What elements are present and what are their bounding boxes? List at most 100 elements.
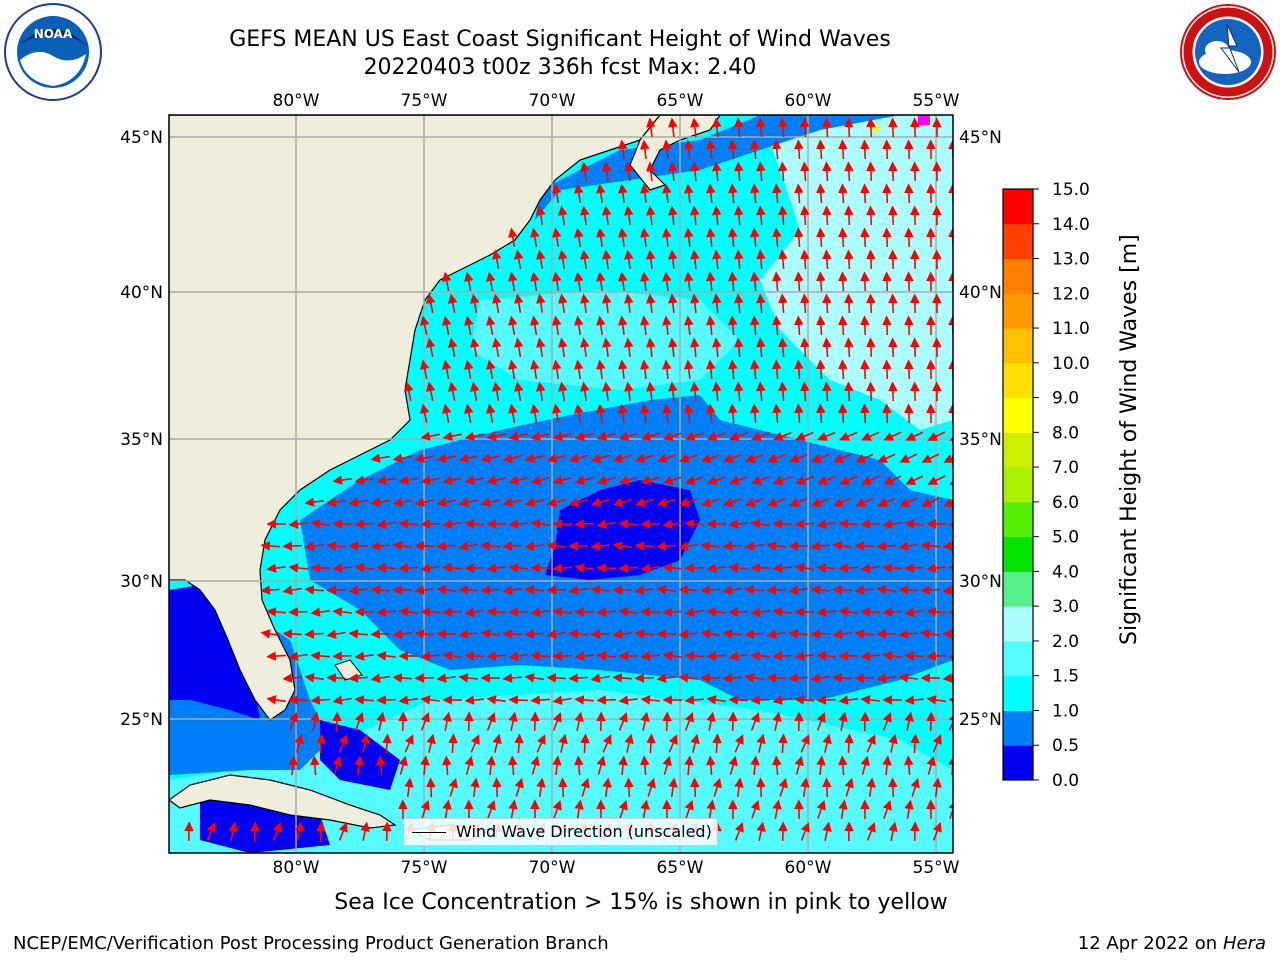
wind-wave-direction-arrow	[861, 431, 880, 441]
wind-wave-direction-arrow	[767, 453, 786, 463]
wind-wave-direction-arrow	[530, 711, 540, 732]
colorbar-tick-label: 6.0	[1052, 493, 1079, 513]
wind-wave-direction-arrow	[750, 695, 770, 705]
wind-wave-direction-arrow	[838, 519, 858, 529]
wind-wave-direction-arrow	[876, 673, 896, 683]
wind-wave-direction-arrow	[398, 475, 418, 485]
wind-wave-direction-arrow	[668, 117, 678, 137]
wind-wave-direction-arrow	[926, 651, 946, 661]
wind-wave-direction-arrow	[442, 755, 452, 776]
wind-wave-direction-arrow	[778, 337, 788, 358]
wind-wave-direction-arrow	[684, 799, 694, 819]
wind-wave-direction-arrow	[904, 799, 914, 820]
wind-wave-direction-arrow	[618, 183, 628, 204]
wind-wave-direction-arrow	[558, 293, 568, 314]
wind-wave-direction-arrow	[882, 563, 902, 573]
colorbar-tick-label: 5.0	[1052, 528, 1079, 548]
wind-wave-direction-arrow	[260, 541, 280, 551]
wind-wave-direction-arrow	[932, 822, 942, 841]
colorbar-tick-label: 12.0	[1052, 284, 1090, 304]
colorbar-tick-label: 10.0	[1052, 354, 1090, 374]
wind-wave-direction-arrow	[282, 629, 302, 639]
wind-wave-direction-arrow	[822, 337, 832, 358]
wind-wave-direction-arrow	[414, 453, 434, 463]
lon-tick-label: 60°W	[785, 91, 832, 111]
wind-wave-direction-arrow	[646, 161, 656, 181]
wind-wave-direction-arrow	[926, 563, 946, 573]
footer-date: 12 Apr 2022 on Hera	[1077, 933, 1266, 954]
wind-wave-direction-arrow	[860, 315, 870, 336]
colorbar-tick-label: 0.5	[1052, 736, 1079, 756]
wind-wave-direction-arrow	[866, 293, 876, 314]
wind-wave-direction-arrow	[794, 271, 804, 292]
wind-wave-direction-arrow	[910, 161, 920, 182]
wind-wave-direction-arrow	[756, 733, 766, 753]
wind-wave-direction-arrow	[514, 777, 524, 797]
lon-tick-label: 60°W	[785, 858, 832, 878]
wind-wave-direction-arrow	[348, 673, 368, 683]
wind-wave-direction-arrow	[910, 733, 920, 754]
wind-wave-direction-arrow	[706, 651, 726, 661]
wind-wave-direction-arrow	[773, 431, 792, 441]
wind-wave-direction-arrow	[464, 359, 474, 379]
wind-wave-direction-arrow	[860, 651, 880, 661]
wind-wave-direction-arrow	[370, 497, 390, 507]
colorbar-swatch	[1003, 223, 1033, 260]
wind-wave-direction-arrow	[838, 183, 848, 204]
wind-wave-direction-arrow	[624, 249, 634, 270]
wind-wave-direction-arrow	[580, 381, 590, 402]
wind-wave-direction-arrow	[656, 453, 676, 463]
lon-tick-label: 75°W	[401, 858, 448, 878]
wind-wave-direction-arrow	[486, 431, 506, 441]
wind-wave-direction-arrow	[899, 497, 918, 507]
wind-wave-direction-arrow	[712, 161, 722, 182]
wind-wave-direction-arrow	[883, 475, 902, 485]
wind-wave-direction-arrow	[794, 139, 804, 160]
wind-wave-direction-arrow	[507, 271, 518, 292]
wind-wave-direction-arrow	[354, 475, 374, 485]
wind-wave-direction-arrow	[854, 541, 874, 551]
wind-wave-direction-arrow	[904, 271, 914, 292]
wind-wave-direction-arrow	[722, 673, 742, 683]
wind-wave-direction-arrow	[624, 777, 634, 798]
wind-wave-direction-arrow	[420, 755, 430, 776]
wind-wave-direction-arrow	[882, 755, 892, 776]
wind-wave-direction-arrow	[734, 734, 744, 753]
wind-wave-direction-arrow	[756, 249, 766, 270]
wind-wave-direction-arrow	[376, 711, 386, 731]
wind-wave-direction-arrow	[712, 733, 722, 754]
wind-wave-direction-arrow	[485, 315, 496, 336]
wind-wave-direction-arrow	[640, 315, 650, 335]
wind-wave-direction-arrow	[442, 519, 462, 529]
wind-wave-direction-arrow	[751, 475, 770, 485]
wind-wave-direction-arrow	[480, 497, 500, 507]
wind-wave-direction-arrow	[442, 315, 452, 335]
wind-wave-direction-arrow	[728, 359, 738, 380]
map-title: GEFS MEAN US East Coast Significant Heig…	[229, 27, 891, 52]
wind-wave-direction-arrow	[888, 161, 898, 182]
wind-wave-direction-arrow	[788, 629, 808, 639]
wind-wave-direction-arrow	[734, 777, 744, 798]
wind-wave-direction-arrow	[552, 315, 562, 336]
wind-wave-direction-arrow	[795, 475, 814, 485]
wind-wave-direction-arrow	[855, 497, 874, 507]
wind-wave-direction-arrow	[332, 755, 342, 775]
national-weather-service-logo-icon	[1177, 2, 1279, 106]
wind-wave-direction-arrow	[398, 519, 418, 529]
wind-wave-direction-arrow	[678, 453, 698, 463]
wind-wave-direction-arrow	[690, 337, 700, 357]
wind-wave-direction-arrow	[618, 799, 628, 819]
wind-wave-direction-arrow	[706, 183, 716, 204]
wind-wave-direction-arrow	[420, 563, 440, 573]
wind-wave-direction-arrow	[882, 359, 892, 380]
wind-wave-direction-arrow	[766, 585, 786, 595]
wind-wave-direction-arrow	[690, 249, 700, 269]
wind-wave-direction-arrow	[800, 249, 810, 270]
wind-wave-direction-arrow	[436, 497, 456, 507]
wind-wave-direction-arrow	[420, 799, 430, 819]
wind-wave-direction-arrow	[684, 183, 694, 203]
wind-wave-direction-arrow	[464, 711, 474, 732]
wind-wave-direction-arrow	[822, 777, 832, 798]
wind-wave-direction-arrow	[624, 381, 634, 402]
wind-wave-direction-arrow	[398, 695, 418, 705]
